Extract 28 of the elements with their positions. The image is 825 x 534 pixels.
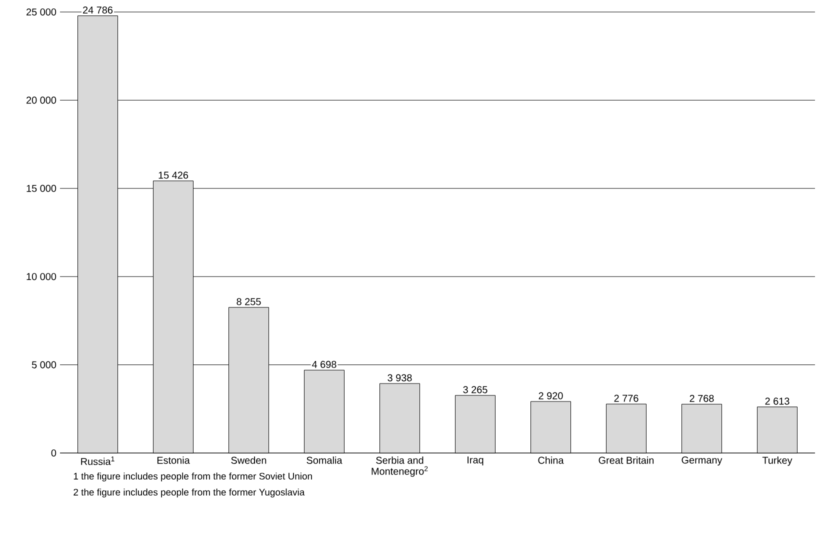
x-tick-label: Serbia and Montenegro$^{2}$ — [372, 456, 428, 477]
data-label: 15 426 — [158, 172, 188, 179]
text: 1 the figure includes people from the former Soviet Union — [74, 472, 312, 482]
y-tick-label: 25 000 — [26, 8, 56, 16]
data-label: 8 255 — [236, 298, 261, 306]
data-label: 3 265 — [463, 386, 488, 394]
y-tick-label: 5 000 — [32, 361, 56, 368]
x-tick-label: Estonia — [157, 456, 190, 464]
x-tick-label: Somalia — [306, 456, 342, 464]
y-tick-label: 10 000 — [26, 273, 56, 280]
data-label: 2 613 — [765, 398, 790, 405]
x-tick-label: Sweden — [231, 456, 266, 464]
data-label: 2 776 — [614, 394, 638, 402]
x-tick-label: Germany — [682, 456, 722, 466]
x-tick-label: Turkey — [762, 456, 792, 466]
y-tick-label: 15 000 — [26, 184, 56, 192]
x-tick-label: Russia$^{1}$ — [81, 456, 114, 466]
data-label: 4 698 — [312, 360, 336, 368]
x-tick-label: China — [538, 456, 564, 464]
text: 2 the figure includes people from the former Yugoslavia — [74, 488, 305, 498]
data-label: 3 938 — [388, 374, 412, 382]
data-label: 24 786 — [83, 6, 113, 14]
data-label: 2 920 — [538, 392, 563, 400]
y-tick-label: 0 — [51, 449, 56, 457]
data-label: 2 768 — [690, 394, 714, 402]
y-tick-label: 20 000 — [26, 96, 56, 104]
x-tick-label: Great Britain — [598, 456, 654, 464]
x-tick-label: Iraq — [468, 456, 484, 466]
